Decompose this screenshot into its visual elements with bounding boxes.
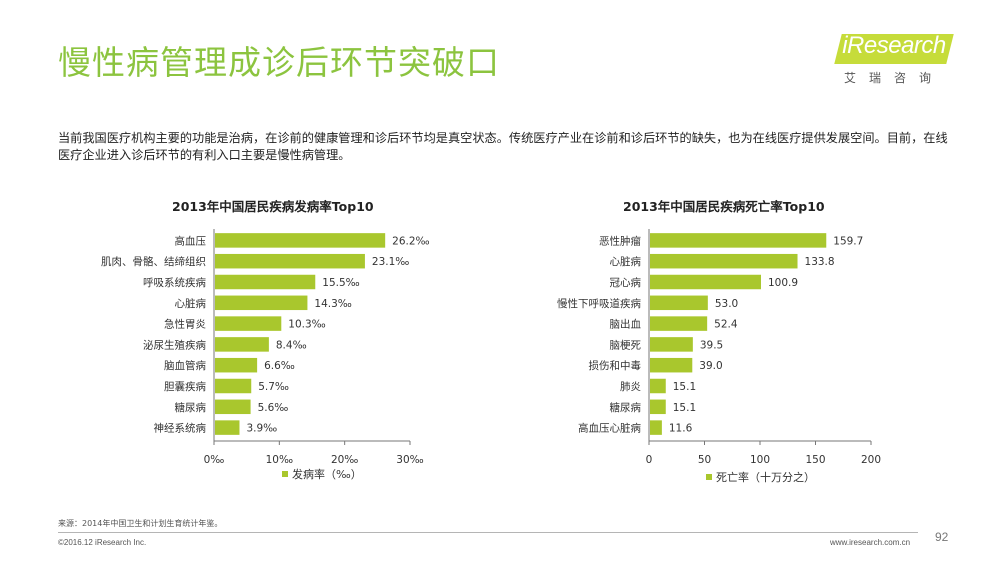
category-label: 高血压心脏病 [578, 422, 641, 435]
data-label: 10.3‰ [288, 319, 325, 331]
category-label: 脑血管病 [164, 359, 206, 372]
data-label: 39.5 [700, 339, 723, 351]
bar [650, 337, 693, 352]
x-tick-label: 30‰ [396, 454, 423, 466]
data-label: 53.0 [715, 298, 738, 310]
bar [650, 295, 708, 311]
website-url: www.iresearch.com.cn [830, 538, 911, 547]
bar [215, 316, 282, 331]
logo-subtitle: 艾瑞咨询 [844, 71, 945, 85]
x-tick-label: 0 [646, 454, 653, 466]
copyright: ©2016.12 iResearch Inc. [58, 538, 147, 547]
intro-paragraph: 当前我国医疗机构主要的功能是治病，在诊前的健康管理和诊后环节均是真空状态。传统医… [58, 131, 948, 162]
legend-swatch [706, 474, 712, 480]
data-label: 133.8 [805, 256, 835, 268]
data-label: 26.2‰ [392, 235, 429, 247]
category-label: 慢性下呼吸道疾病 [557, 297, 641, 310]
bar [215, 378, 252, 394]
category-label: 恶性肿瘤 [599, 234, 641, 247]
page-number: 92 [935, 530, 949, 544]
incidence-chart-title: 2013年中国居民疾病发病率Top10 [172, 199, 374, 214]
bar [215, 274, 316, 290]
data-label: 8.4‰ [276, 339, 307, 351]
x-tick-label: 50 [698, 454, 711, 466]
x-tick-label: 10‰ [266, 454, 293, 466]
mortality-chart-title: 2013年中国居民疾病死亡率Top10 [623, 199, 825, 214]
bar [215, 295, 308, 311]
category-label: 神经系统病 [154, 422, 207, 435]
data-label: 15.5‰ [322, 277, 359, 289]
bar [215, 357, 258, 373]
data-label: 15.1 [673, 381, 696, 393]
data-label: 11.6 [669, 423, 693, 435]
data-label: 6.6‰ [264, 360, 295, 372]
bar [650, 233, 827, 248]
data-label: 52.4 [714, 319, 738, 331]
category-label: 呼吸系统疾病 [143, 276, 206, 289]
footer-divider [58, 532, 918, 533]
category-label: 损伤和中毒 [589, 359, 642, 372]
bar [215, 399, 251, 415]
category-label: 泌尿生殖疾病 [143, 338, 206, 351]
logo-text: iResearch [842, 32, 946, 59]
data-label: 5.6‰ [258, 402, 289, 414]
x-tick-label: 100 [750, 454, 770, 466]
legend-swatch [282, 471, 288, 477]
bar [650, 357, 693, 373]
iresearch-logo: iResearch 艾瑞咨询 [832, 26, 962, 86]
data-label: 39.0 [699, 360, 722, 372]
bar [650, 378, 666, 394]
legend-label: 死亡率（十万分之） [716, 471, 815, 484]
bar [650, 253, 798, 269]
category-label: 糖尿病 [610, 401, 642, 414]
category-label: 高血压 [175, 234, 207, 247]
bar [650, 316, 708, 331]
bar [215, 233, 386, 248]
data-label: 3.9‰ [246, 423, 277, 435]
category-label: 肺炎 [620, 381, 641, 393]
legend-label: 发病率（‰） [292, 468, 362, 481]
category-label: 糖尿病 [175, 401, 207, 414]
bar [215, 253, 365, 269]
bar [215, 337, 269, 352]
bar [215, 420, 240, 435]
category-label: 脑梗死 [610, 338, 642, 351]
category-label: 心脏病 [175, 297, 207, 310]
data-label: 159.7 [833, 235, 863, 247]
x-tick-label: 20‰ [331, 454, 358, 466]
category-label: 冠心病 [610, 276, 642, 289]
x-tick-label: 150 [805, 454, 825, 466]
data-label: 14.3‰ [314, 298, 351, 310]
incidence-legend: 发病率（‰） [282, 466, 362, 482]
category-label: 肌肉、骨骼、结缔组织 [101, 255, 206, 268]
data-label: 5.7‰ [258, 381, 289, 393]
category-label: 脑出血 [610, 318, 642, 331]
mortality-legend: 死亡率（十万分之） [706, 469, 815, 485]
data-label: 15.1 [673, 402, 696, 414]
source-note: 来源：2014年中国卫生和计划生育统计年鉴。 [58, 519, 223, 528]
category-label: 胆囊疾病 [164, 380, 206, 393]
data-label: 100.9 [768, 277, 798, 289]
data-label: 23.1‰ [372, 256, 409, 268]
bar [650, 420, 662, 435]
x-tick-label: 200 [861, 454, 881, 466]
page-title: 慢性病管理成诊后环节突破口 [58, 43, 500, 82]
category-label: 心脏病 [610, 255, 642, 268]
x-tick-label: 0‰ [204, 454, 225, 466]
bar [650, 399, 666, 415]
bar [650, 274, 761, 290]
category-label: 急性胃炎 [164, 318, 206, 331]
